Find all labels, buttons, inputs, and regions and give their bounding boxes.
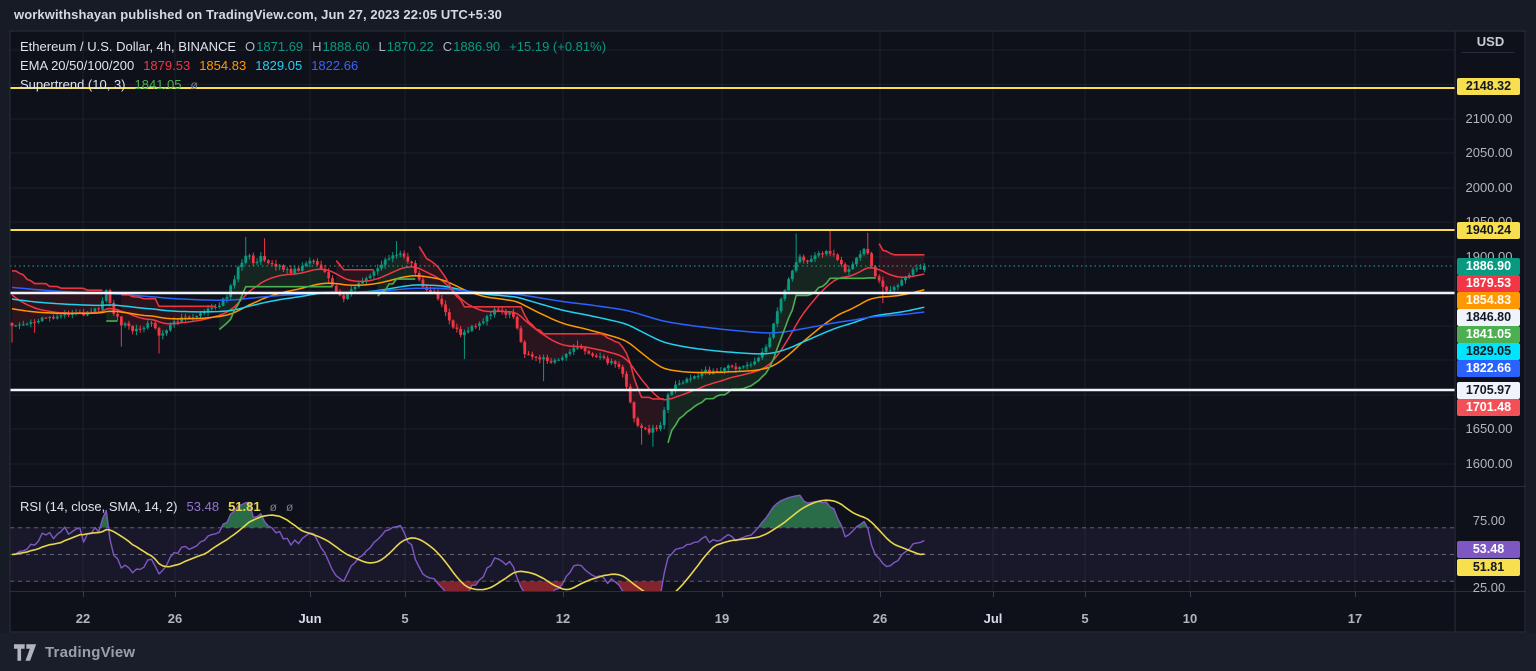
price-badge: 1886.90 [1457,257,1520,275]
time-axis-label: 12 [555,611,571,626]
ema-title: EMA 20/50/100/200 [20,58,135,73]
rsi-badge: 51.81 [1457,558,1520,576]
price-axis-label: 2000.00 [1465,180,1513,195]
tradingview-brand-text: TradingView [45,643,136,661]
supertrend-indicator-row[interactable]: Supertrend (10, 3) 1841.05 ø [20,75,606,94]
rsi-indicator-row[interactable]: RSI (14, close, SMA, 14, 2) 53.48 51.81 … [20,497,293,516]
time-axis-tick [1085,592,1086,597]
price-axis-label: 2100.00 [1465,111,1513,126]
time-axis-label: 10 [1182,611,1198,626]
hidden-source-icon[interactable]: ø [269,499,277,514]
price-badge: 1879.53 [1457,274,1520,292]
price-badge: 1940.24 [1457,221,1520,239]
open-value: O 1871.69 [245,39,304,54]
time-axis-tick [1355,592,1356,597]
rsi-value: 53.48 [186,499,220,514]
time-axis-label: 19 [714,611,730,626]
price-axis-label: 1600.00 [1465,456,1513,471]
time-axis-label: 26 [167,611,183,626]
ema50-value: 1854.83 [199,58,247,73]
time-axis-tick [993,592,994,597]
ema100-value: 1829.05 [255,58,303,73]
time-axis-label: 5 [1081,611,1089,626]
rsi-sma-value: 51.81 [228,499,261,514]
ema200-value: 1822.66 [311,58,359,73]
price-badge: 1841.05 [1457,325,1520,343]
time-axis-tick [1190,592,1191,597]
price-badge: 2148.32 [1457,77,1520,95]
hidden-source-icon[interactable]: ø [285,499,294,514]
time-axis-label: 22 [75,611,91,626]
price-badge: 1822.66 [1457,359,1520,377]
price-axis-label: 2050.00 [1465,145,1513,160]
time-axis-tick [880,592,881,597]
high-value: H 1888.60 [312,39,370,54]
ema-indicator-row[interactable]: EMA 20/50/100/200 1879.53 1854.83 1829.0… [20,56,606,75]
time-axis-label: Jun [298,611,322,626]
supertrend-value: 1841.05 [134,77,182,92]
change-value: +15.19 (+0.81%) [509,39,607,54]
rsi-badge: 53.48 [1457,540,1520,558]
time-axis-label: 26 [872,611,888,626]
watermark: workwithshayan published on TradingView.… [14,7,502,22]
symbol-title: Ethereum / U.S. Dollar, 4h, BINANCE [20,39,237,54]
price-badge: 1705.97 [1457,381,1520,399]
time-axis-label: Jul [983,611,1003,626]
time-axis-tick [310,592,311,597]
time-axis-tick [175,592,176,597]
time-axis-tick [722,592,723,597]
hidden-source-icon[interactable]: ø [190,77,198,92]
price-badge: 1829.05 [1457,342,1520,360]
price-badge: 1854.83 [1457,291,1520,309]
ema20-value: 1879.53 [143,58,191,73]
price-badge: 1701.48 [1457,398,1520,416]
time-axis-tick [405,592,406,597]
symbol-legend: Ethereum / U.S. Dollar, 4h, BINANCE O 187… [20,37,606,94]
time-axis-tick [83,592,84,597]
rsi-axis-label: 75.00 [1472,513,1506,528]
currency-underline [1462,52,1514,53]
rsi-legend: RSI (14, close, SMA, 14, 2) 53.48 51.81 … [20,497,293,516]
price-badge: 1846.80 [1457,308,1520,326]
time-axis-label: 5 [401,611,409,626]
tradingview-logo-icon [14,643,37,661]
symbol-row[interactable]: Ethereum / U.S. Dollar, 4h, BINANCE O 187… [20,37,606,56]
time-axis-tick [563,592,564,597]
tradingview-logo[interactable]: TradingView [14,644,135,661]
low-value: L 1870.22 [378,39,434,54]
price-axis-label: 1650.00 [1465,421,1513,436]
price-scale-currency[interactable]: USD [1476,34,1505,49]
time-axis-label: 17 [1347,611,1363,626]
supertrend-title: Supertrend (10, 3) [20,77,126,92]
close-value: C 1886.90 [442,39,501,54]
rsi-title: RSI (14, close, SMA, 14, 2) [20,499,178,514]
rsi-axis-label: 25.00 [1472,580,1506,595]
footer-bar: TradingView [0,633,1536,671]
